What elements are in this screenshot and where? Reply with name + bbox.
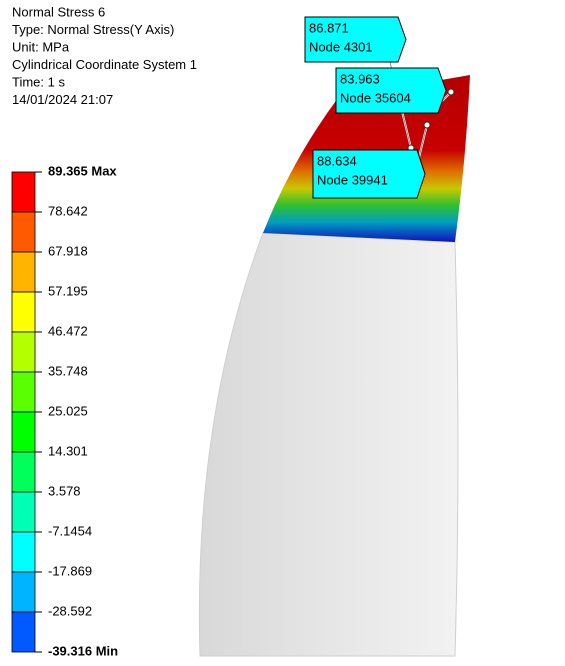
legend: 89.365 Max 78.642 67.918 57.195 46.472 35.748… (11, 163, 118, 658)
legend-label: 89.365 Max (48, 163, 117, 178)
legend-band (11, 411, 36, 453)
model-body (198, 232, 459, 657)
probe-value: 86.871 (309, 20, 349, 35)
legend-band (11, 531, 36, 573)
probes: 86.871 Node 4301 83.963 Node 35604 88.634 Nod… (304, 16, 455, 199)
probe-node: Node 39941 (317, 172, 388, 187)
header-line: 14/01/2024 21:07 (12, 92, 113, 107)
probe-box[interactable] (335, 67, 447, 114)
header-line: Time: 1 s (12, 74, 65, 89)
legend-label: 78.642 (48, 203, 88, 218)
legend-label: -28.592 (48, 603, 92, 618)
header: Normal Stress 6 Type: Normal Stress(Y Axi… (12, 4, 197, 107)
legend-label: 46.472 (48, 323, 88, 338)
legend-band (11, 291, 36, 333)
legend-band (11, 171, 36, 213)
probe-point (423, 121, 431, 129)
probe-node: Node 35604 (340, 90, 411, 105)
legend-band (11, 611, 36, 653)
probe-point (447, 88, 455, 96)
legend-band (11, 571, 36, 613)
probe-value: 88.634 (317, 153, 357, 168)
legend-band (11, 251, 36, 293)
legend-label: -39.316 Min (48, 643, 118, 658)
legend-label: -7.1454 (48, 523, 92, 538)
legend-label: -17.869 (48, 563, 92, 578)
probe-value: 83.963 (340, 71, 380, 86)
header-line: Cylindrical Coordinate System 1 (12, 57, 197, 72)
legend-label: 57.195 (48, 283, 88, 298)
probe-node: Node 4301 (309, 39, 373, 54)
legend-band (11, 331, 36, 373)
legend-band (11, 491, 36, 533)
legend-band (11, 211, 36, 253)
legend-label: 25.025 (48, 403, 88, 418)
legend-label: 3.578 (48, 483, 81, 498)
legend-label: 35.748 (48, 363, 88, 378)
legend-label: 67.918 (48, 243, 88, 258)
legend-band (11, 451, 36, 493)
probe-box[interactable] (312, 149, 426, 199)
header-line: Normal Stress 6 (12, 4, 105, 19)
legend-label: 14.301 (48, 443, 88, 458)
legend-band (11, 371, 36, 413)
header-line: Type: Normal Stress(Y Axis) (12, 22, 174, 37)
probe-box[interactable] (304, 16, 407, 63)
header-line: Unit: MPa (12, 39, 70, 54)
